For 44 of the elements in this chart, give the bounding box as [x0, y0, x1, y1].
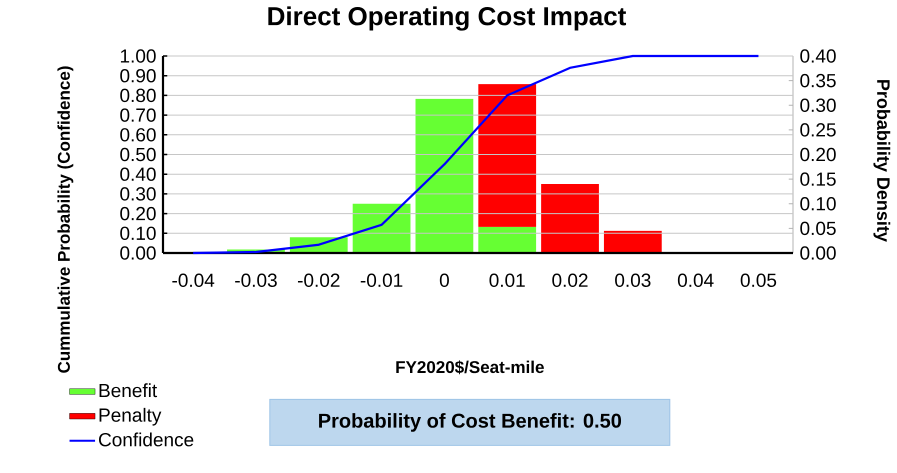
x-tick-label: 0.01 [489, 274, 525, 287]
chart-title: Direct Operating Cost Impact [268, 6, 626, 31]
y-tick-label: 0.00 [120, 246, 156, 260]
y-tick-label: 0.10 [120, 226, 156, 240]
bar [541, 184, 599, 253]
y-tick-label: 0.40 [120, 167, 156, 181]
y-tick-label: 0.80 [120, 88, 156, 102]
x-tick-label: 0.03 [615, 274, 650, 287]
x-tick-label: 0.02 [552, 274, 588, 287]
legend-label: Benefit [100, 383, 158, 398]
y-tick-label: 1.00 [120, 49, 156, 63]
y-axis-title: Cummulative Probability (Confidence) [57, 66, 74, 373]
y2-tick-label: 0.35 [800, 74, 836, 88]
y2-tick-label: 0.40 [800, 49, 836, 63]
y2-tick-label: 0.30 [800, 98, 836, 112]
x-tick-label: 0.05 [740, 274, 776, 287]
x-tick-label: 0 [440, 274, 449, 287]
y2-tick-label: 0.20 [800, 148, 836, 162]
y-tick-label: 0.30 [120, 187, 156, 201]
y2-tick-label: 0.15 [800, 172, 836, 186]
y-tick-label: 0.70 [120, 108, 156, 122]
bar [416, 98, 474, 253]
legend-label: Penalty [100, 408, 162, 426]
x-tick-label: -0.01 [360, 274, 402, 287]
x-tick-label: -0.02 [298, 274, 340, 287]
y-tick-label: 0.20 [120, 206, 156, 220]
bar [478, 226, 536, 253]
legend-label: Confidence [99, 432, 194, 446]
y2-tick-label: 0.25 [800, 123, 836, 137]
y2-tick-label: 0.10 [800, 197, 836, 210]
x-tick-label: 0.04 [678, 274, 714, 287]
y2-tick-label: 0.05 [800, 222, 836, 236]
text: Probability of Cost Benefit: 0.50 [319, 413, 622, 432]
x-axis-title: FY2020$/Seat-mile [396, 360, 544, 374]
x-tick-label: -0.04 [172, 274, 214, 287]
bar [478, 84, 536, 227]
x-tick-label: -0.03 [235, 274, 277, 287]
y-tick-label: 0.50 [120, 148, 156, 162]
y-tick-label: 0.90 [120, 68, 156, 82]
y2-tick-label: 0.00 [800, 246, 836, 260]
bar [352, 204, 410, 253]
y-tick-label: 0.60 [120, 128, 156, 142]
y2-axis-title: Probability Density [873, 80, 890, 242]
bar [604, 230, 662, 253]
